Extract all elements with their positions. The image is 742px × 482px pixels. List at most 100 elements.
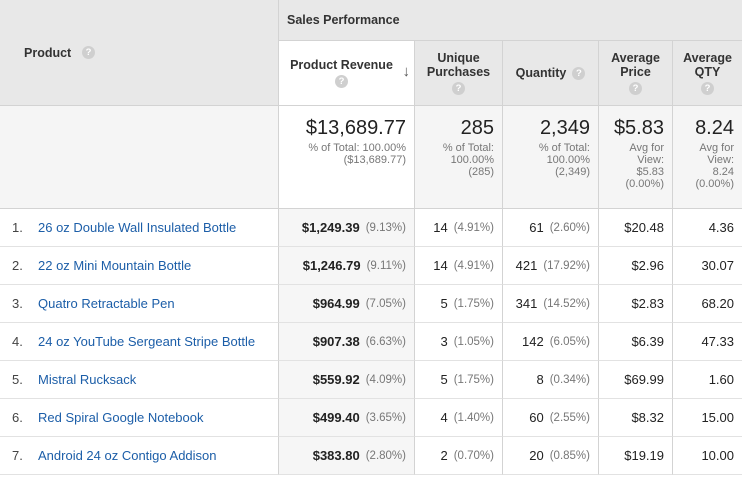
avg-price-total-l3: $5.83	[636, 166, 664, 178]
average-qty-value: 30.07	[701, 258, 734, 273]
row-number: 4.	[12, 334, 23, 349]
table-row: 1. 26 oz Double Wall Insulated Bottle	[0, 209, 279, 247]
table-row: 7. Android 24 oz Contigo Addison	[0, 437, 279, 475]
avg-qty-total-l2: View:	[707, 154, 734, 166]
unique-total-cell: 285 % of Total: 100.00% (285)	[415, 106, 503, 209]
unique-total: 285	[460, 117, 494, 139]
quantity-percent: (14.52%)	[543, 297, 590, 310]
unique-purchases-percent: (1.40%)	[453, 411, 494, 424]
quantity-cell: 8 (0.34%)	[503, 361, 599, 399]
revenue-percent: (3.65%)	[365, 411, 406, 424]
revenue-value: $907.38	[312, 334, 360, 349]
unique-purchases-cell: 14 (4.91%)	[415, 209, 503, 247]
avg-price-total-l1: Avg for	[629, 142, 664, 154]
unique-purchases-percent: (1.75%)	[453, 297, 494, 310]
table-row: 4. 24 oz YouTube Sergeant Stripe Bottle	[0, 323, 279, 361]
table-row: 5. Mistral Rucksack	[0, 361, 279, 399]
unique-purchases-cell: 4 (1.40%)	[415, 399, 503, 437]
revenue-cell: $964.99 (7.05%)	[279, 285, 415, 323]
quantity-cell: 61 (2.60%)	[503, 209, 599, 247]
avg-qty-total: 8.24	[695, 117, 734, 139]
product-column-header[interactable]: Product ?	[0, 0, 279, 106]
quantity-total-cell: 2,349 % of Total: 100.00% (2,349)	[503, 106, 599, 209]
product-link[interactable]: 24 oz YouTube Sergeant Stripe Bottle	[38, 334, 256, 349]
revenue-cell: $559.92 (4.09%)	[279, 361, 415, 399]
revenue-cell: $383.80 (2.80%)	[279, 437, 415, 475]
avg-qty-total-cell: 8.24 Avg for View: 8.24 (0.00%)	[673, 106, 742, 209]
help-icon[interactable]: ?	[629, 82, 642, 95]
average-price-value: $69.99	[624, 372, 664, 387]
revenue-percent: (4.09%)	[365, 373, 406, 386]
unique-purchases-value: 2	[440, 448, 448, 463]
quantity-percent: (0.85%)	[549, 449, 590, 462]
help-icon[interactable]: ?	[701, 82, 714, 95]
table-row: 2. 22 oz Mini Mountain Bottle	[0, 247, 279, 285]
average-qty-value: 1.60	[708, 372, 734, 387]
quantity-cell: 341 (14.52%)	[503, 285, 599, 323]
average-qty-column-header[interactable]: Average QTY ?	[673, 41, 742, 106]
quantity-value: 61	[529, 220, 544, 235]
revenue-percent: (9.13%)	[365, 221, 406, 234]
unique-purchases-percent: (0.70%)	[453, 449, 494, 462]
average-price-cell: $2.83	[599, 285, 673, 323]
group-header-label: Sales Performance	[287, 13, 400, 27]
unique-purchases-cell: 14 (4.91%)	[415, 247, 503, 285]
unique-purchases-cell: 5 (1.75%)	[415, 361, 503, 399]
unique-purchases-value: 5	[440, 372, 448, 387]
quantity-total-l2: 100.00%	[546, 154, 590, 166]
quantity-value: 142	[522, 334, 544, 349]
help-icon[interactable]: ?	[335, 75, 348, 88]
help-icon[interactable]: ?	[82, 46, 95, 59]
sort-descending-icon[interactable]: ↓	[402, 63, 411, 80]
revenue-percent: (2.80%)	[365, 449, 406, 462]
revenue-cell: $499.40 (3.65%)	[279, 399, 415, 437]
help-icon[interactable]: ?	[452, 82, 465, 95]
quantity-column-header[interactable]: Quantity ?	[503, 41, 599, 106]
avg-price-total-cell: $5.83 Avg for View: $5.83 (0.00%)	[599, 106, 673, 209]
quantity-percent: (17.92%)	[543, 259, 590, 272]
average-qty-cell: 30.07	[673, 247, 742, 285]
quantity-cell: 421 (17.92%)	[503, 247, 599, 285]
average-qty-cell: 47.33	[673, 323, 742, 361]
product-header-label: Product	[24, 46, 72, 60]
revenue-total-cell: $13,689.77 % of Total: 100.00% ($13,689.…	[279, 106, 415, 209]
average-qty-value: 4.36	[708, 220, 734, 235]
avg-price-header-line1: Average	[611, 51, 660, 65]
totals-label-cell	[0, 106, 279, 209]
row-number: 2.	[12, 258, 23, 273]
avg-price-header-line2: Price	[620, 65, 651, 79]
unique-purchases-column-header[interactable]: Unique Purchases ?	[415, 41, 503, 106]
help-icon[interactable]: ?	[572, 66, 586, 80]
average-qty-value: 10.00	[701, 448, 734, 463]
average-price-value: $20.48	[624, 220, 664, 235]
product-link[interactable]: 26 oz Double Wall Insulated Bottle	[38, 220, 237, 235]
revenue-cell: $1,249.39 (9.13%)	[279, 209, 415, 247]
product-link[interactable]: Mistral Rucksack	[38, 372, 137, 387]
unique-purchases-percent: (4.91%)	[453, 221, 494, 234]
table-row: 6. Red Spiral Google Notebook	[0, 399, 279, 437]
product-link[interactable]: Red Spiral Google Notebook	[38, 410, 204, 425]
row-number: 6.	[12, 410, 23, 425]
revenue-value: $1,246.79	[302, 258, 361, 273]
quantity-percent: (2.55%)	[549, 411, 590, 424]
quantity-value: 8	[536, 372, 544, 387]
sales-performance-group-header: Sales Performance	[279, 0, 742, 41]
unique-purchases-value: 5	[440, 296, 448, 311]
average-price-cell: $20.48	[599, 209, 673, 247]
quantity-percent: (2.60%)	[549, 221, 590, 234]
revenue-column-header[interactable]: Product Revenue ? ↓	[279, 41, 415, 106]
product-link[interactable]: Android 24 oz Contigo Addison	[38, 448, 217, 463]
row-number: 5.	[12, 372, 23, 387]
average-price-column-header[interactable]: Average Price ?	[599, 41, 673, 106]
quantity-percent: (6.05%)	[549, 335, 590, 348]
product-link[interactable]: 22 oz Mini Mountain Bottle	[38, 258, 192, 273]
avg-price-total-l2: View:	[637, 154, 664, 166]
product-link[interactable]: Quatro Retractable Pen	[38, 296, 175, 311]
quantity-cell: 142 (6.05%)	[503, 323, 599, 361]
row-number: 1.	[12, 220, 23, 235]
revenue-value: $964.99	[312, 296, 360, 311]
revenue-header-label: Product Revenue	[290, 58, 393, 72]
quantity-value: 341	[515, 296, 538, 311]
average-price-value: $8.32	[631, 410, 664, 425]
quantity-total-l3: (2,349)	[555, 166, 590, 178]
